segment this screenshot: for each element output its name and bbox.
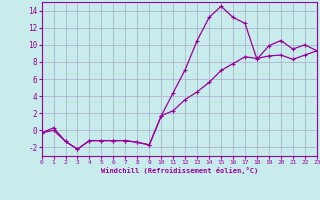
X-axis label: Windchill (Refroidissement éolien,°C): Windchill (Refroidissement éolien,°C) [100,167,258,174]
